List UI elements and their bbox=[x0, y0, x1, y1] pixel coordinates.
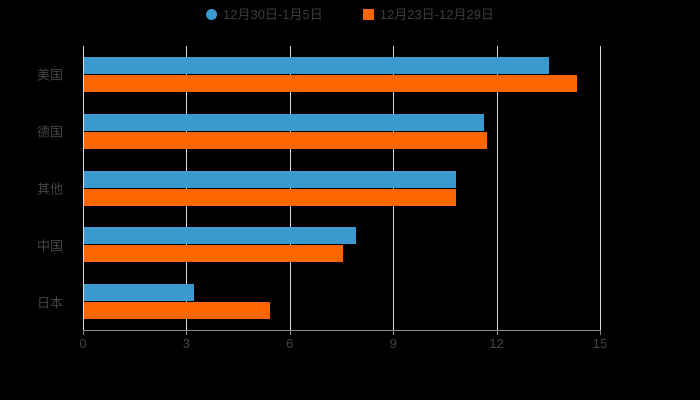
legend-square-icon bbox=[362, 9, 374, 20]
y-axis-tick-label-2: 其他 bbox=[36, 181, 63, 197]
x-axis-tick-label-2: 6 bbox=[286, 336, 294, 351]
y-axis-labels: 美国德国其他中国日本 bbox=[0, 46, 73, 330]
legend-item-1[interactable]: 12月23日-12月29日 bbox=[362, 7, 494, 22]
bar-0-series-1[interactable] bbox=[84, 74, 577, 92]
gridline-x-9 bbox=[393, 46, 395, 330]
bar-3-series-1[interactable] bbox=[84, 245, 343, 263]
legend-item-label: 12月30日-1月5日 bbox=[223, 7, 323, 22]
legend-circle-icon bbox=[206, 9, 218, 20]
bar-0-series-0[interactable] bbox=[84, 56, 550, 74]
plot-area bbox=[83, 46, 601, 330]
x-axis-tick-label-0: 0 bbox=[79, 336, 87, 351]
x-axis-tick-mark-3 bbox=[393, 330, 395, 335]
y-axis-tick-label-3: 中国 bbox=[36, 238, 63, 254]
y-axis-line bbox=[83, 46, 84, 330]
bar-4-series-1[interactable] bbox=[84, 302, 271, 320]
x-axis-tick-label-4: 12 bbox=[489, 336, 504, 351]
x-axis-tick-mark-5 bbox=[600, 330, 601, 335]
x-axis-tick-label-5: 15 bbox=[592, 336, 608, 351]
gridline-x-12 bbox=[496, 46, 498, 330]
bar-1-series-0[interactable] bbox=[84, 113, 484, 131]
y-axis-tick-label-0: 美国 bbox=[36, 67, 63, 83]
bar-2-series-1[interactable] bbox=[84, 188, 457, 206]
chart-legend: 12月30日-1月5日 12月23日-12月29日 bbox=[0, 8, 700, 21]
bar-1-series-1[interactable] bbox=[84, 131, 488, 149]
y-axis-tick-label-4: 日本 bbox=[36, 295, 63, 311]
gridline-x-6 bbox=[289, 46, 291, 330]
gridline-x-15 bbox=[600, 46, 601, 330]
y-axis-tick-label-1: 德国 bbox=[36, 124, 63, 140]
bar-4-series-0[interactable] bbox=[84, 284, 195, 302]
x-axis-line bbox=[83, 330, 600, 331]
x-axis-tick-label-3: 9 bbox=[389, 336, 397, 351]
legend-item-label: 12月23日-12月29日 bbox=[379, 7, 494, 22]
legend-item-0[interactable]: 12月30日-1月5日 bbox=[206, 8, 323, 21]
bar-2-series-0[interactable] bbox=[84, 170, 457, 188]
x-axis-tick-mark-1 bbox=[186, 330, 188, 335]
gridline-x-3 bbox=[186, 46, 188, 330]
x-axis: 0 3 6 9 12 15 bbox=[79, 330, 607, 360]
bar-3-series-0[interactable] bbox=[84, 227, 357, 245]
x-axis-tick-mark-4 bbox=[496, 330, 498, 335]
x-axis-tick-mark-0 bbox=[83, 330, 84, 335]
x-axis-tick-label-1: 3 bbox=[182, 336, 191, 351]
x-axis-tick-mark-2 bbox=[289, 330, 291, 335]
